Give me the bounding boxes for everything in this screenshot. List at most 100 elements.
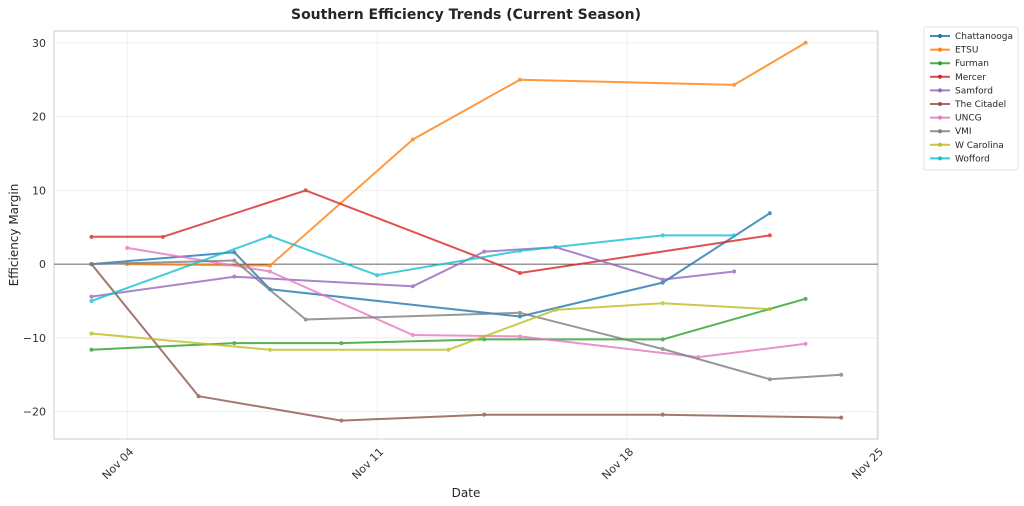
data-point-etsu: [410, 137, 415, 142]
data-point-vmi: [517, 310, 522, 315]
legend: Chattanooga ETSU Furman Mercer Samford The Ci…: [923, 26, 1019, 171]
data-point-samford: [89, 294, 94, 299]
y-tick-label: −10: [23, 332, 46, 345]
data-point-mercer: [767, 233, 772, 238]
x-axis-label: Date: [452, 486, 481, 500]
data-point-uncg: [125, 245, 130, 250]
series-line-etsu: [127, 41, 807, 267]
legend-item-wofford: Wofford: [930, 154, 990, 164]
legend-label: The Citadel: [954, 100, 1006, 110]
data-point-mercer: [89, 234, 94, 239]
legend-marker: [938, 34, 942, 38]
data-point-vmi: [89, 262, 94, 267]
plot-frame: [53, 30, 879, 440]
data-point-wofford: [267, 234, 272, 239]
data-point-etsu: [517, 77, 522, 82]
data-point-w-carolina: [553, 307, 558, 312]
data-point-chattanooga: [767, 211, 772, 216]
data-point-samford: [482, 249, 487, 254]
legend-marker: [938, 88, 942, 93]
legend-marker: [938, 156, 942, 161]
legend-item-uncg: UNCG: [930, 114, 982, 124]
x-tick-label: Nov 25: [849, 445, 886, 482]
legend-label: VMI: [955, 127, 972, 137]
series-line-w-carolina: [91, 302, 770, 351]
y-tick-label: 30: [32, 37, 46, 50]
legend-label: Furman: [955, 59, 989, 69]
data-point-uncg: [267, 269, 272, 274]
legend-item-vmi: VMI: [930, 127, 972, 137]
data-point-the-citadel: [339, 418, 344, 423]
series-etsu: [125, 40, 808, 268]
data-point-chattanooga: [232, 250, 237, 255]
series-line-the-citadel: [90, 263, 842, 422]
data-point-w-carolina: [660, 301, 665, 306]
legend-item-etsu: ETSU: [930, 46, 978, 56]
data-point-mercer: [160, 234, 165, 239]
data-point-samford: [410, 284, 415, 289]
data-point-furman: [482, 337, 487, 342]
series-vmi: [89, 258, 844, 382]
data-point-samford: [660, 277, 665, 282]
data-point-etsu: [803, 40, 808, 45]
data-point-the-citadel: [482, 412, 487, 417]
legend-item-w-carolina: W Carolina: [930, 141, 1004, 151]
data-point-samford: [232, 274, 237, 279]
data-point-chattanooga: [517, 314, 522, 319]
data-point-wofford: [660, 233, 665, 238]
series-line-furman: [91, 297, 806, 351]
data-point-w-carolina: [267, 347, 272, 352]
data-point-vmi: [303, 317, 308, 322]
legend-label: Samford: [955, 86, 993, 96]
legend-label: Mercer: [955, 73, 986, 83]
data-point-vmi: [232, 258, 237, 263]
data-point-wofford: [89, 299, 94, 304]
data-point-furman: [803, 296, 808, 301]
data-point-wofford: [732, 233, 737, 238]
series-wofford: [89, 233, 737, 304]
legend-marker: [938, 129, 942, 134]
series-the-citadel: [89, 262, 844, 423]
legend-label: Wofford: [955, 154, 990, 164]
data-point-uncg: [410, 332, 415, 337]
data-point-vmi: [660, 346, 665, 351]
data-point-the-citadel: [660, 412, 665, 417]
legend-item-mercer: Mercer: [930, 73, 986, 83]
x-tick-label: Nov 11: [350, 445, 387, 482]
data-point-furman: [660, 337, 665, 342]
x-tick-label: Nov 04: [100, 445, 137, 482]
legend-item-the-citadel: The Citadel: [930, 100, 1006, 110]
chart-title: Southern Efficiency Trends (Current Seas…: [291, 7, 641, 23]
data-point-mercer: [517, 270, 522, 275]
data-point-etsu: [267, 263, 272, 268]
legend-label: W Carolina: [955, 141, 1004, 151]
y-axis-ticks: −20 −10 0 10 20 30: [23, 37, 46, 419]
data-point-uncg: [803, 341, 808, 346]
series-mercer: [89, 188, 772, 275]
series-uncg: [125, 245, 808, 360]
legend-marker: [938, 47, 942, 52]
legend-marker: [938, 142, 942, 147]
legend-label: UNCG: [955, 114, 982, 124]
data-point-furman: [232, 341, 237, 346]
legend-marker: [938, 61, 942, 66]
series-w-carolina: [89, 301, 772, 352]
y-tick-label: −20: [23, 406, 46, 419]
data-point-w-carolina: [446, 347, 451, 352]
legend-marker: [938, 102, 942, 106]
series-samford: [89, 245, 737, 299]
legend-item-chattanooga: Chattanooga: [930, 32, 1013, 42]
data-point-mercer: [303, 188, 308, 193]
data-point-wofford: [375, 273, 380, 278]
y-tick-label: 10: [32, 184, 46, 197]
data-point-w-carolina: [767, 307, 772, 312]
y-axis-label: Efficiency Margin: [7, 184, 21, 287]
data-point-etsu: [732, 82, 737, 87]
grid-lines: [54, 31, 878, 439]
data-point-the-citadel: [839, 415, 844, 420]
data-point-furman: [339, 341, 344, 346]
legend-marker: [938, 115, 942, 120]
y-tick-label: 20: [32, 111, 46, 124]
y-tick-label: 0: [39, 258, 46, 271]
